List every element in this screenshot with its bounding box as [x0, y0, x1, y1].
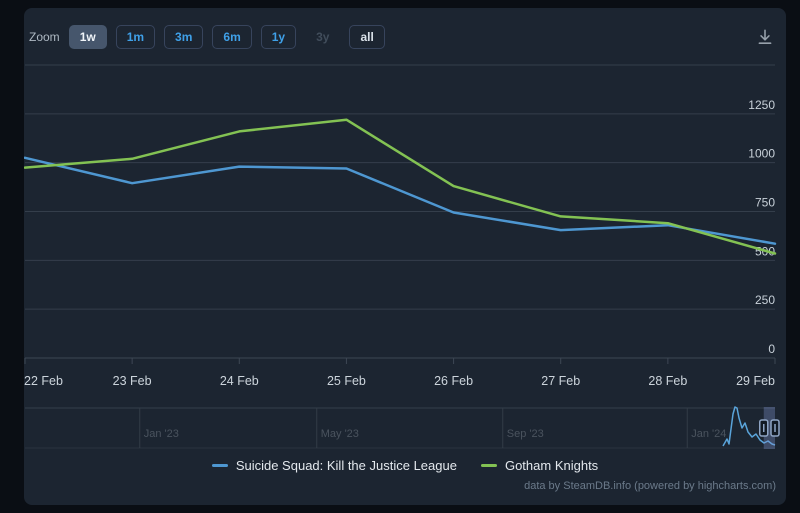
legend: Suicide Squad: Kill the Justice League Go… — [24, 458, 786, 473]
y-axis-label: 750 — [755, 196, 775, 210]
x-axis-label: 29 Feb — [736, 374, 775, 388]
x-axis-label: 25 Feb — [327, 374, 366, 388]
y-axis-label: 1250 — [748, 98, 775, 112]
navigator-axis-label: Jan '23 — [144, 428, 179, 440]
zoom-range-button-1w[interactable]: 1w — [68, 25, 107, 49]
zoom-toolbar: Zoom 1w 1m 3m 6m 1y 3y all — [29, 24, 746, 50]
navigator-axis-label: Sep '23 — [507, 428, 544, 440]
y-axis-label: 0 — [768, 342, 775, 356]
download-icon[interactable] — [756, 28, 774, 46]
credits-text[interactable]: data by SteamDB.info (powered by highcha… — [524, 480, 776, 492]
zoom-range-button-all[interactable]: all — [349, 25, 385, 49]
zoom-range-button-6m[interactable]: 6m — [212, 25, 252, 49]
zoom-range-button-3y: 3y — [305, 25, 340, 49]
zoom-range-button-1m[interactable]: 1m — [115, 25, 156, 49]
zoom-label: Zoom — [29, 30, 60, 44]
x-axis-label: 27 Feb — [541, 374, 580, 388]
x-axis-label: 26 Feb — [434, 374, 473, 388]
series-line-0 — [24, 156, 777, 245]
x-axis-label: 28 Feb — [648, 374, 687, 388]
navigator-sparkline — [722, 406, 776, 447]
legend-item-1[interactable]: Gotham Knights — [480, 458, 599, 473]
legend-label: Suicide Squad: Kill the Justice League — [235, 458, 457, 473]
zoom-range-button-1y[interactable]: 1y — [260, 25, 297, 49]
legend-symbol — [480, 464, 497, 467]
legend-symbol — [211, 464, 228, 467]
x-axis-label: 24 Feb — [220, 374, 259, 388]
series-line-1 — [24, 118, 777, 255]
navigator-axis-label: Jan '24 — [691, 428, 726, 440]
y-axis-label: 250 — [755, 293, 775, 307]
x-axis-label: 23 Feb — [113, 374, 152, 388]
x-axis-label: 22 Feb — [24, 374, 63, 388]
navigator-axis-label: May '23 — [321, 428, 359, 440]
legend-label: Gotham Knights — [504, 458, 599, 473]
legend-item-0[interactable]: Suicide Squad: Kill the Justice League — [211, 458, 457, 473]
navigator-mask[interactable] — [763, 407, 775, 449]
zoom-range-button-3m[interactable]: 3m — [164, 25, 204, 49]
zoom-buttons: 1w 1m 3m 6m 1y 3y all — [68, 25, 385, 49]
y-axis-label: 1000 — [748, 147, 775, 161]
plot-area[interactable] — [25, 65, 775, 358]
